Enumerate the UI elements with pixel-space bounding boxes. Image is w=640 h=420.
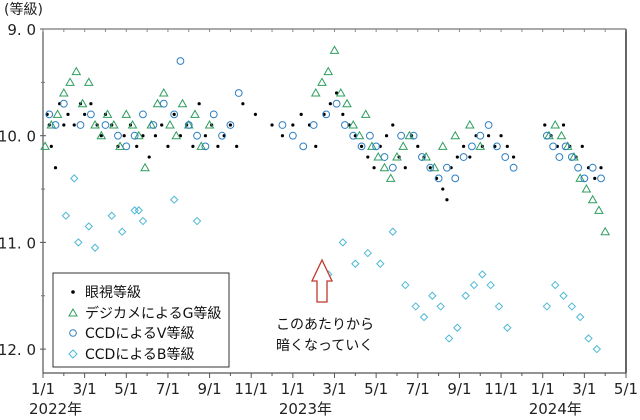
- y-axis-unit-label: (等級): [4, 1, 43, 18]
- x-tick-label: 1/1: [31, 380, 55, 398]
- x-year-label: 2023年: [279, 400, 332, 418]
- y-tick-label: 10. 0: [0, 128, 36, 146]
- legend-item-b: CCDによるB等級: [68, 346, 195, 363]
- x-tick-label: 5/1: [114, 380, 138, 398]
- x-tick-label: 11/1: [484, 380, 518, 398]
- up-arrow-icon: [310, 258, 334, 303]
- series-0: [45, 91, 603, 202]
- x-axis: 1/1 3/1 5/1 7/1 9/1 11/1 1/1 3/1 5/1 7/1 9/1 11/1 1/…: [29, 29, 638, 418]
- annotation: このあたりから 暗くなっていく: [276, 258, 374, 354]
- annotation-line-2: 暗くなっていく: [276, 338, 373, 354]
- x-tick-label: 5/1: [614, 380, 638, 398]
- legend-label-b: CCDによるB等級: [85, 346, 195, 363]
- x-tick-label: 5/1: [364, 380, 388, 398]
- annotation-line-1: このあたりから: [276, 317, 374, 333]
- series-2: [45, 57, 605, 183]
- x-year-label: 2022年: [29, 400, 82, 418]
- legend-item-g: デジカメによるG等級: [68, 305, 221, 322]
- x-tick-label: 1/1: [531, 380, 555, 398]
- x-tick-label: 9/1: [447, 380, 471, 398]
- dot-icon: [71, 290, 75, 294]
- circle-icon: [69, 329, 77, 337]
- y-tick-label: 9. 0: [7, 21, 36, 39]
- legend-item-v: CCDによるV等級: [69, 325, 195, 342]
- triangle-icon: [68, 307, 78, 317]
- x-tick-label: 3/1: [572, 380, 596, 398]
- y-axis: 9. 0 10. 0 11. 0 12. 0: [0, 21, 46, 359]
- x-tick-label: 7/1: [156, 380, 180, 398]
- series-3: [61, 174, 602, 354]
- x-year-label: 2024年: [529, 400, 582, 418]
- x-tick-label: 1/1: [281, 380, 305, 398]
- x-tick-label: 11/1: [234, 380, 268, 398]
- legend-item-visual: 眼視等級: [71, 284, 141, 301]
- legend-label-visual: 眼視等級: [85, 284, 141, 301]
- x-tick-label: 7/1: [406, 380, 430, 398]
- y-tick-label: 12. 0: [0, 341, 36, 359]
- y-tick-label: 11. 0: [0, 234, 36, 252]
- x-tick-label: 9/1: [198, 380, 222, 398]
- data-points: [40, 45, 611, 354]
- legend: 眼視等級 デジカメによるG等級 CCDによるV等級 CCDによるB等級: [52, 272, 230, 368]
- diamond-icon: [68, 349, 78, 359]
- x-tick-label: 3/1: [322, 380, 346, 398]
- x-tick-label: 3/1: [73, 380, 97, 398]
- legend-label-g: デジカメによるG等級: [85, 305, 221, 322]
- legend-label-v: CCDによるV等級: [85, 325, 195, 342]
- series-1: [40, 45, 611, 236]
